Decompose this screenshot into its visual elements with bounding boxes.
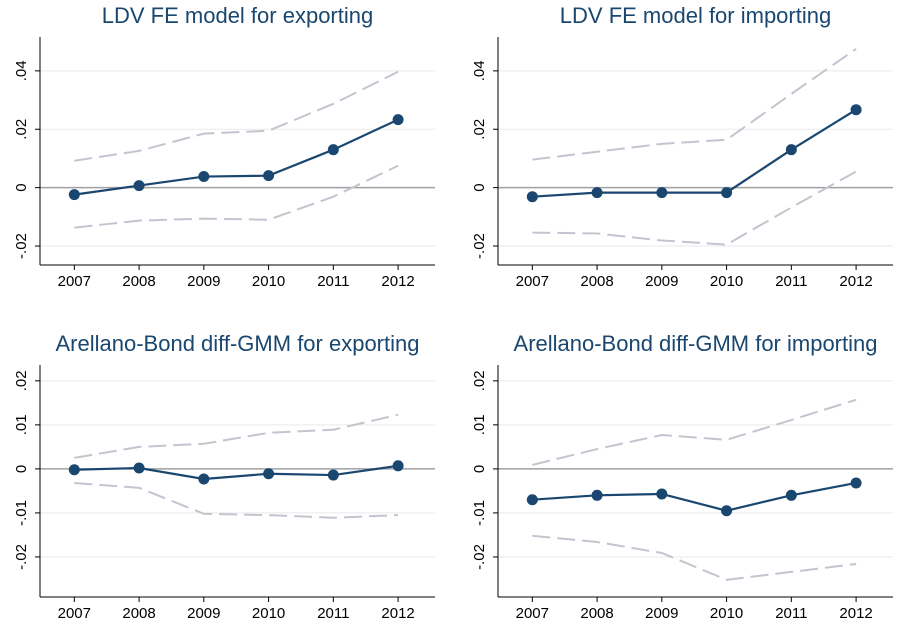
y-tick-label: .02 bbox=[13, 119, 30, 140]
x-tick-label: 2011 bbox=[775, 273, 807, 290]
chart-title: LDV FE model for importing bbox=[560, 3, 831, 28]
y-tick-label: .02 bbox=[471, 370, 488, 391]
y-tick-label: -.01 bbox=[471, 500, 488, 526]
x-tick-label: 2012 bbox=[381, 273, 414, 290]
marker bbox=[198, 473, 210, 485]
x-tick-label: 2010 bbox=[252, 605, 285, 622]
x-tick-label: 2008 bbox=[580, 605, 613, 622]
x-tick-label: 2007 bbox=[58, 273, 91, 290]
marker bbox=[850, 104, 862, 116]
x-tick-label: 2007 bbox=[516, 273, 549, 290]
x-tick-label: 2012 bbox=[839, 273, 872, 290]
x-tick-label: 2011 bbox=[775, 605, 807, 622]
marker bbox=[263, 468, 275, 480]
x-tick-label: 2008 bbox=[122, 273, 155, 290]
x-tick-label: 2012 bbox=[839, 605, 872, 622]
ci-line bbox=[74, 164, 399, 229]
ci-line bbox=[74, 413, 399, 459]
y-tick-label: .04 bbox=[471, 60, 488, 81]
marker bbox=[133, 180, 145, 192]
y-tick-label: .01 bbox=[13, 414, 30, 435]
ci-line bbox=[532, 48, 857, 161]
marker bbox=[133, 462, 145, 474]
x-tick-label: 2008 bbox=[122, 605, 155, 622]
y-tick-label: .02 bbox=[13, 370, 30, 391]
x-tick-label: 2008 bbox=[580, 273, 613, 290]
marker bbox=[785, 144, 797, 156]
x-tick-label: 2009 bbox=[645, 605, 678, 622]
marker bbox=[785, 489, 797, 501]
y-tick-label: .01 bbox=[471, 414, 488, 435]
y-tick-label: 0 bbox=[13, 465, 30, 473]
y-tick-label: 0 bbox=[471, 465, 488, 473]
marker bbox=[68, 189, 80, 201]
x-tick-label: 2010 bbox=[710, 605, 743, 622]
marker bbox=[591, 489, 603, 501]
chart-title: Arellano-Bond diff-GMM for exporting bbox=[56, 331, 420, 356]
x-tick-label: 2012 bbox=[381, 605, 414, 622]
y-tick-label: -.02 bbox=[13, 233, 30, 259]
marker bbox=[526, 494, 538, 506]
marker bbox=[68, 464, 80, 476]
marker bbox=[392, 460, 404, 472]
marker bbox=[656, 488, 668, 500]
x-tick-label: 2010 bbox=[252, 273, 285, 290]
x-tick-label: 2011 bbox=[317, 605, 349, 622]
x-tick-label: 2009 bbox=[187, 605, 220, 622]
estimate-line bbox=[74, 118, 399, 196]
ci-line bbox=[532, 534, 857, 581]
marker bbox=[656, 187, 668, 199]
y-tick-label: -.02 bbox=[471, 233, 488, 259]
marker bbox=[591, 187, 603, 199]
marker bbox=[198, 171, 210, 183]
ci-line bbox=[532, 398, 857, 466]
y-tick-label: -.02 bbox=[471, 544, 488, 570]
y-tick-label: .02 bbox=[471, 119, 488, 140]
chart-title: LDV FE model for exporting bbox=[102, 3, 373, 28]
marker bbox=[327, 144, 339, 156]
x-tick-label: 2007 bbox=[516, 605, 549, 622]
x-tick-label: 2007 bbox=[58, 605, 91, 622]
marker bbox=[392, 114, 404, 126]
marker bbox=[721, 505, 733, 517]
y-tick-label: 0 bbox=[13, 183, 30, 191]
marker bbox=[721, 187, 733, 199]
chart-title: Arellano-Bond diff-GMM for importing bbox=[514, 331, 878, 356]
y-tick-label: -.01 bbox=[13, 500, 30, 526]
ci-line bbox=[74, 70, 399, 162]
marker bbox=[526, 191, 538, 203]
marker bbox=[327, 469, 339, 481]
x-tick-label: 2011 bbox=[317, 273, 349, 290]
estimate-line bbox=[74, 464, 399, 481]
marker bbox=[850, 477, 862, 489]
y-tick-label: .04 bbox=[13, 60, 30, 81]
estimate-line bbox=[532, 108, 857, 198]
y-tick-label: -.02 bbox=[13, 544, 30, 570]
x-tick-label: 2010 bbox=[710, 273, 743, 290]
y-tick-label: 0 bbox=[471, 183, 488, 191]
x-tick-label: 2009 bbox=[187, 273, 220, 290]
marker bbox=[263, 170, 275, 182]
estimate-line bbox=[532, 481, 857, 512]
x-tick-label: 2009 bbox=[645, 273, 678, 290]
ci-line bbox=[74, 481, 399, 519]
ci-line bbox=[532, 170, 857, 246]
